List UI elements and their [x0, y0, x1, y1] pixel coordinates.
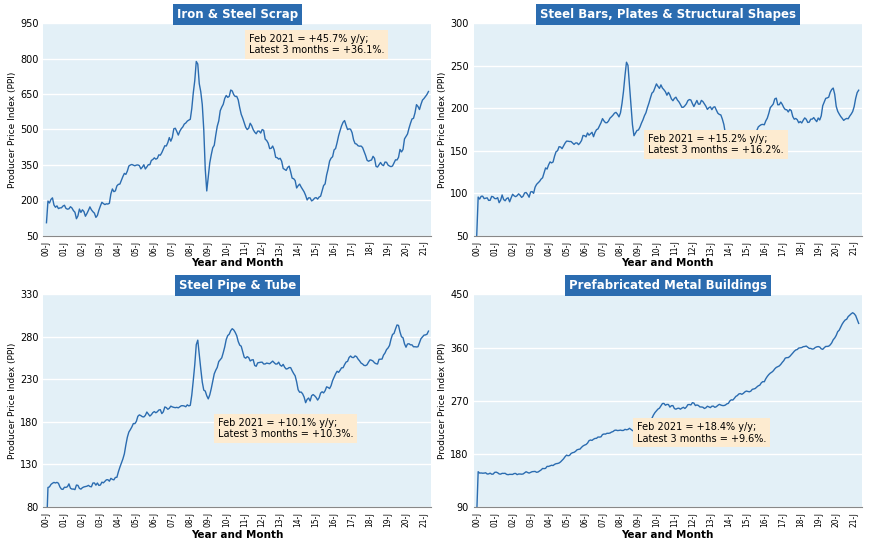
Text: Prefabricated Metal Buildings: Prefabricated Metal Buildings [568, 279, 766, 292]
Text: Feb 2021 = +15.2% y/y;
Latest 3 months = +16.2%.: Feb 2021 = +15.2% y/y; Latest 3 months =… [647, 134, 783, 155]
Text: Feb 2021 = +10.1% y/y;
Latest 3 months = +10.3%.: Feb 2021 = +10.1% y/y; Latest 3 months =… [218, 418, 353, 439]
Y-axis label: Producer Price Index (PPI): Producer Price Index (PPI) [9, 71, 17, 187]
Text: Iron & Steel Scrap: Iron & Steel Scrap [176, 8, 298, 21]
Text: Feb 2021 = +18.4% y/y;
Latest 3 months = +9.6%.: Feb 2021 = +18.4% y/y; Latest 3 months =… [636, 422, 765, 443]
Y-axis label: Producer Price Index (PPI): Producer Price Index (PPI) [9, 342, 17, 459]
Text: Steel Bars, Plates & Structural Shapes: Steel Bars, Plates & Structural Shapes [539, 8, 795, 21]
Text: Steel Pipe & Tube: Steel Pipe & Tube [179, 279, 295, 292]
Y-axis label: Producer Price Index (PPI): Producer Price Index (PPI) [438, 71, 447, 187]
Text: Feb 2021 = +45.7% y/y;
Latest 3 months = +36.1%.: Feb 2021 = +45.7% y/y; Latest 3 months =… [249, 34, 384, 55]
X-axis label: Year and Month: Year and Month [191, 259, 283, 269]
X-axis label: Year and Month: Year and Month [620, 259, 713, 269]
Y-axis label: Producer Price Index (PPI): Producer Price Index (PPI) [438, 342, 447, 459]
X-axis label: Year and Month: Year and Month [191, 530, 283, 540]
X-axis label: Year and Month: Year and Month [620, 530, 713, 540]
